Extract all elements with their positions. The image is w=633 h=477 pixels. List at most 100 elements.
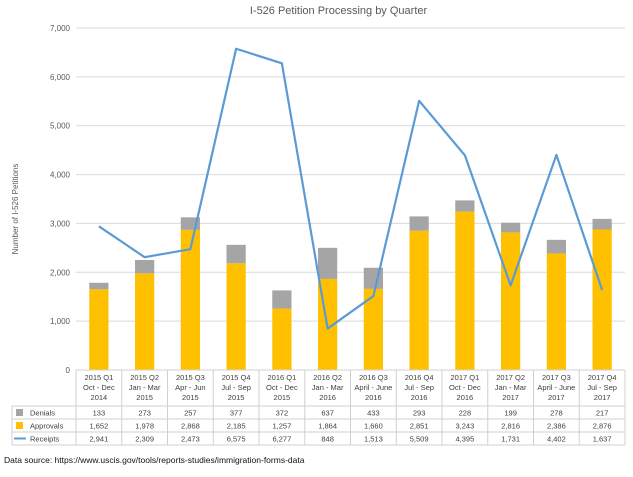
data-table-value: 133 xyxy=(93,409,106,418)
bar-approvals xyxy=(363,288,383,370)
x-tick-label: 2016 Q3 xyxy=(359,373,388,382)
bar-approvals xyxy=(226,263,246,370)
data-table-value: 2,386 xyxy=(547,422,566,431)
x-tick-label: 2017 xyxy=(594,393,611,402)
x-tick-label: Jul - Sep xyxy=(221,383,251,392)
bar-approvals xyxy=(592,229,612,370)
x-tick-label: Jul - Sep xyxy=(587,383,617,392)
y-tick-label: 7,000 xyxy=(50,24,71,33)
x-tick-label: 2017 Q3 xyxy=(542,373,571,382)
data-source-note: Data source: https://www.uscis.gov/tools… xyxy=(4,455,305,465)
bar-denials xyxy=(272,290,292,309)
legend-label: Approvals xyxy=(30,422,64,431)
bar-approvals xyxy=(89,289,109,370)
x-tick-label: April - June xyxy=(537,383,575,392)
bar-denials xyxy=(409,216,429,231)
y-tick-label: 5,000 xyxy=(50,122,71,131)
bar-denials xyxy=(318,247,338,279)
x-tick-label: 2016 Q1 xyxy=(267,373,296,382)
x-tick-label: 2015 xyxy=(136,393,153,402)
data-table-value: 228 xyxy=(459,409,472,418)
data-table-value: 199 xyxy=(504,409,517,418)
data-table-value: 1,637 xyxy=(593,435,612,444)
chart-title: I-526 Petition Processing by Quarter xyxy=(250,5,428,17)
data-table-value: 2,851 xyxy=(410,422,429,431)
data-table-value: 2,185 xyxy=(227,422,246,431)
bar-denials xyxy=(455,200,475,212)
x-tick-label: 2015 Q2 xyxy=(130,373,159,382)
x-tick-label: 2015 xyxy=(182,393,199,402)
bar-approvals xyxy=(180,229,200,370)
x-tick-label: 2017 Q1 xyxy=(450,373,479,382)
legend-label: Receipts xyxy=(30,435,59,444)
x-tick-label: 2016 Q2 xyxy=(313,373,342,382)
y-tick-label: 3,000 xyxy=(50,219,71,228)
data-table-value: 4,402 xyxy=(547,435,566,444)
data-table-value: 1,978 xyxy=(135,422,154,431)
y-tick-label: 2,000 xyxy=(50,268,71,277)
x-tick-label: 2016 xyxy=(365,393,382,402)
data-table-value: 257 xyxy=(184,409,197,418)
x-tick-label: 2015 Q3 xyxy=(176,373,205,382)
data-table-value: 1,660 xyxy=(364,422,383,431)
bar-approvals xyxy=(135,273,155,370)
x-tick-label: 2017 Q2 xyxy=(496,373,525,382)
data-table-value: 2,941 xyxy=(89,435,108,444)
x-tick-label: April - June xyxy=(354,383,392,392)
data-table-value: 1,731 xyxy=(501,435,520,444)
data-table-value: 377 xyxy=(230,409,243,418)
x-tick-label: 2016 xyxy=(319,393,336,402)
x-tick-label: 2016 xyxy=(457,393,474,402)
x-tick-label: 2017 xyxy=(502,393,519,402)
data-table-value: 2,473 xyxy=(181,435,200,444)
data-table-value: 2,309 xyxy=(135,435,154,444)
legend-label: Denials xyxy=(30,409,55,418)
data-table-value: 217 xyxy=(596,409,609,418)
data-table-value: 273 xyxy=(138,409,151,418)
data-table-value: 2,816 xyxy=(501,422,520,431)
line-receipts xyxy=(98,47,604,330)
data-table-value: 6,575 xyxy=(227,435,246,444)
bar-denials xyxy=(226,244,246,264)
x-tick-label: Apr - Jun xyxy=(175,383,205,392)
data-table-value: 3,243 xyxy=(455,422,474,431)
bar-approvals xyxy=(272,308,292,370)
y-axis-label: Number of I-526 Petitions xyxy=(11,164,20,255)
data-table-value: 372 xyxy=(276,409,289,418)
data-table-value: 5,509 xyxy=(410,435,429,444)
x-tick-label: 2015 Q1 xyxy=(84,373,113,382)
legend-swatch-approvals xyxy=(16,422,23,429)
bar-denials xyxy=(592,218,612,230)
x-tick-label: 2015 xyxy=(228,393,245,402)
data-table-value: 2,876 xyxy=(593,422,612,431)
data-table-value: 293 xyxy=(413,409,426,418)
x-tick-label: 2017 Q4 xyxy=(588,373,617,382)
bar-approvals xyxy=(546,253,566,370)
x-tick-label: Jan - Mar xyxy=(312,383,344,392)
legend-swatch-denials xyxy=(16,409,23,416)
bar-approvals xyxy=(455,211,475,370)
x-tick-label: 2016 xyxy=(411,393,428,402)
bar-approvals xyxy=(409,230,429,370)
x-tick-label: Jul - Sep xyxy=(404,383,434,392)
data-table-value: 6,277 xyxy=(272,435,291,444)
data-table-value: 1,864 xyxy=(318,422,337,431)
bar-approvals xyxy=(501,232,521,370)
x-tick-label: Oct - Dec xyxy=(266,383,298,392)
x-tick-label: Oct - Dec xyxy=(83,383,115,392)
y-tick-label: 1,000 xyxy=(50,317,71,326)
y-tick-label: 0 xyxy=(66,366,71,375)
data-table-value: 848 xyxy=(321,435,334,444)
data-table-value: 1,652 xyxy=(89,422,108,431)
x-tick-label: Jan - Mar xyxy=(129,383,161,392)
data-table-value: 637 xyxy=(321,409,334,418)
x-tick-label: 2015 Q4 xyxy=(222,373,251,382)
y-tick-label: 6,000 xyxy=(50,73,71,82)
x-tick-label: Oct - Dec xyxy=(449,383,481,392)
bar-denials xyxy=(135,260,155,274)
x-tick-label: 2016 Q4 xyxy=(405,373,434,382)
bar-denials xyxy=(546,239,566,254)
x-tick-label: 2014 xyxy=(91,393,108,402)
